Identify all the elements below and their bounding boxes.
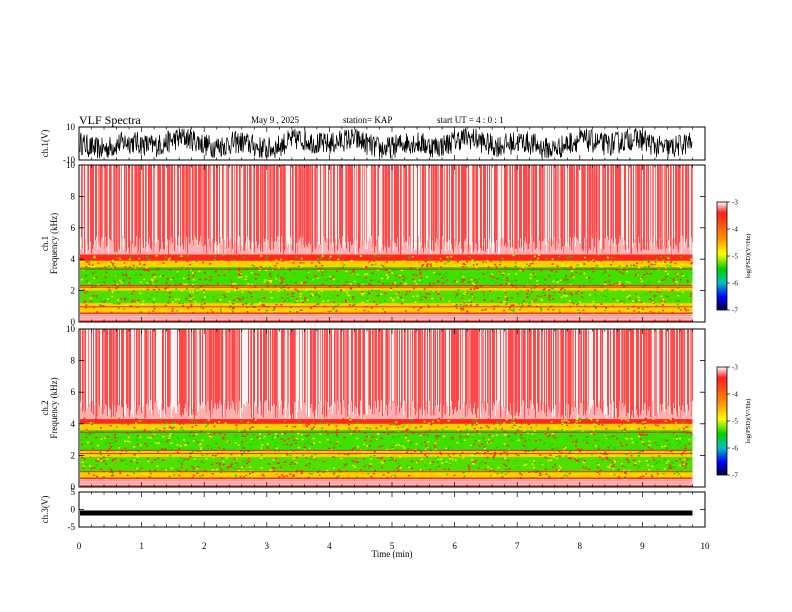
ch1-spectrogram-image: [80, 165, 694, 322]
colorbar-tick-label: -5: [732, 253, 738, 261]
y-tick-label: 8: [71, 356, 76, 366]
panel-frame-4: [78, 491, 706, 528]
ch3-waveform-trace: [80, 510, 693, 516]
y-tick-label: 8: [71, 191, 76, 201]
y-tick-label: 4: [71, 254, 76, 264]
y-tick-label: -5: [68, 522, 76, 532]
colorbar-1: [716, 201, 728, 311]
y-axis-label: Frequency (kHz): [49, 213, 59, 274]
ch1-waveform-trace: [79, 127, 693, 159]
x-tick-label: 7: [515, 541, 520, 551]
x-tick-label: 6: [452, 541, 457, 551]
colorbar-tick-label: -3: [732, 364, 738, 372]
colorbar-tick-label: -4: [732, 226, 738, 234]
spectrogram-green-band-upper: [80, 430, 693, 451]
station-label: station= KAP: [343, 115, 393, 125]
y-axis-label: ch.2: [40, 400, 50, 415]
y-tick-label: 0: [71, 505, 76, 515]
x-tick-label: 1: [139, 541, 144, 551]
y-axis-label: ch.1(V): [40, 130, 50, 158]
y-tick-label: 10: [66, 122, 76, 132]
y-tick-label: 4: [71, 419, 76, 429]
y-axis-label: ch.3(V): [40, 496, 50, 524]
colorbar-tick-label: -6: [732, 445, 738, 453]
y-axis-label: ch.1: [40, 236, 50, 251]
figure-title: VLF Spectra: [79, 113, 141, 127]
y-tick-label: 2: [71, 286, 76, 296]
ch2-spectrogram-image: [80, 329, 694, 487]
colorbar-tick-label: -7: [732, 307, 738, 315]
colorbar-tick-label: -7: [732, 472, 738, 480]
y-tick-label: 2: [71, 450, 76, 460]
x-tick-label: 8: [578, 541, 583, 551]
y-axis-label: Frequency (kHz): [49, 377, 59, 438]
y-tick-label: 6: [71, 223, 76, 233]
colorbar-label: log(PSD)(V²/Hz): [745, 399, 752, 444]
y-tick-label: 10: [66, 324, 76, 334]
y-tick-label: 5: [71, 487, 76, 497]
y-tick-label: 0: [71, 482, 76, 492]
x-tick-label: 3: [265, 541, 270, 551]
x-axis-label: Time (min): [372, 549, 413, 559]
y-tick-label: 0: [71, 317, 76, 327]
colorbar-label: log(PSD)(V²/Hz): [745, 234, 752, 279]
colorbar-tick-label: -4: [732, 391, 738, 399]
x-tick-label: 5: [390, 541, 395, 551]
x-tick-label: 10: [701, 541, 711, 551]
x-tick-label: 2: [202, 541, 207, 551]
x-tick-label: 0: [77, 541, 82, 551]
colorbar-tick-label: -5: [732, 418, 738, 426]
colorbar-2: [716, 366, 728, 476]
colorbar-tick-label: -3: [732, 199, 738, 207]
x-tick-label: 9: [640, 541, 645, 551]
date-label: May 9 , 2025: [251, 115, 299, 125]
start-time-label: start UT = 4 : 0 : 1: [437, 115, 504, 125]
y-tick-label: 10: [66, 160, 76, 170]
x-tick-label: 4: [327, 541, 332, 551]
spectrogram-green-band-upper: [80, 267, 693, 286]
y-tick-label: 6: [71, 387, 76, 397]
colorbar-tick-label: -6: [732, 280, 738, 288]
spectrogram-green-band-lower: [80, 290, 693, 304]
y-tick-label: -10: [63, 155, 75, 165]
